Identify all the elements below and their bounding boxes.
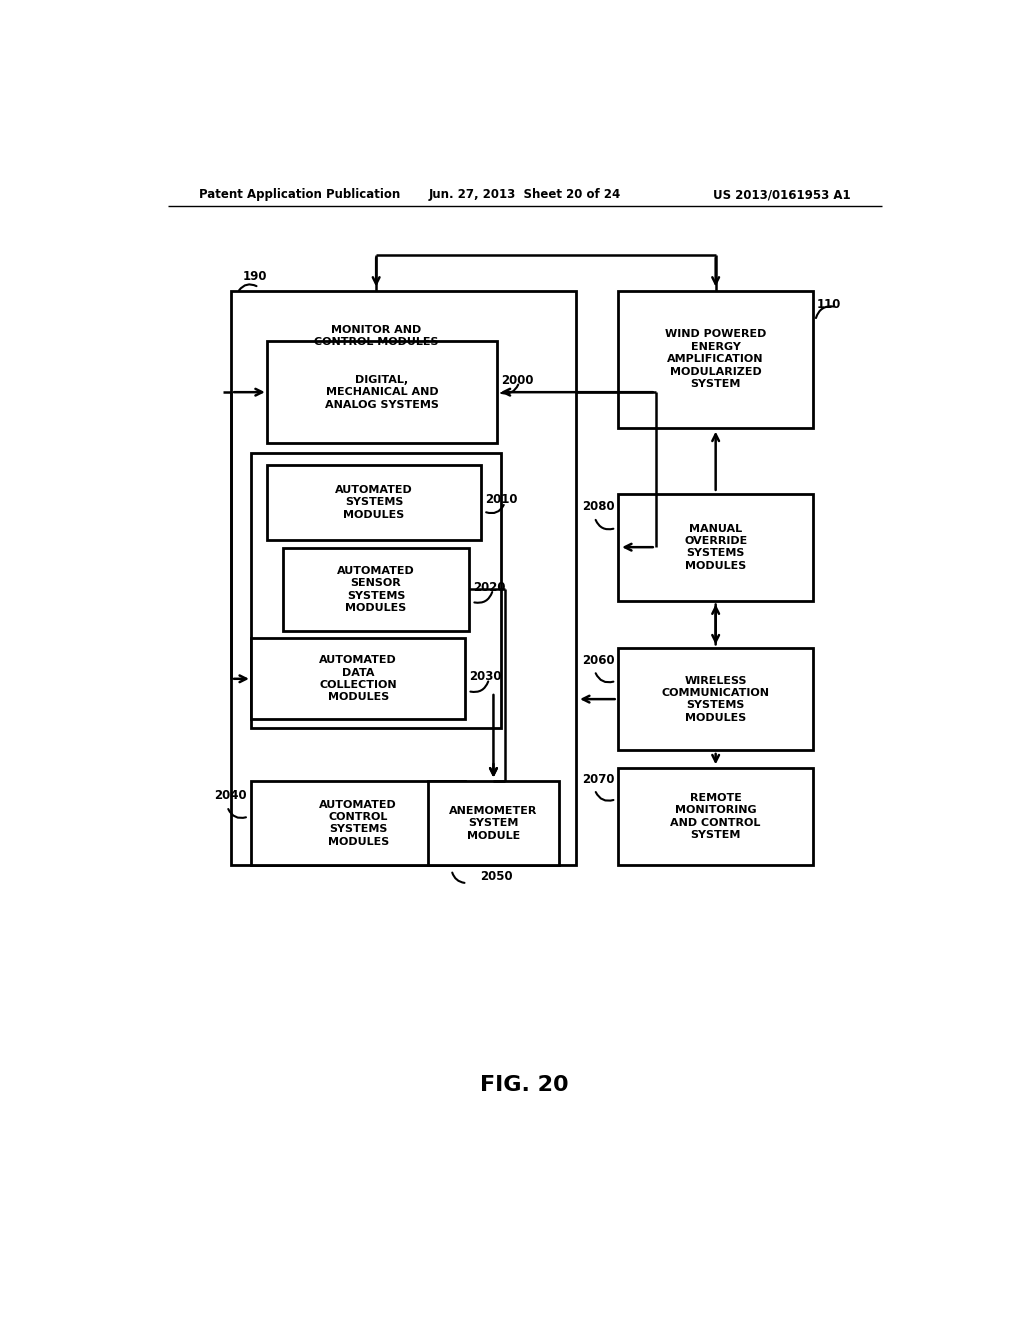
Text: AUTOMATED
SYSTEMS
MODULES: AUTOMATED SYSTEMS MODULES xyxy=(335,484,413,520)
Text: 2080: 2080 xyxy=(582,500,614,513)
Text: WIRELESS
COMMUNICATION
SYSTEMS
MODULES: WIRELESS COMMUNICATION SYSTEMS MODULES xyxy=(662,676,770,723)
Bar xyxy=(267,342,497,444)
Text: DIGITAL,
MECHANICAL AND
ANALOG SYSTEMS: DIGITAL, MECHANICAL AND ANALOG SYSTEMS xyxy=(325,375,439,409)
Text: 2010: 2010 xyxy=(485,494,517,506)
Text: ANEMOMETER
SYSTEM
MODULE: ANEMOMETER SYSTEM MODULE xyxy=(450,805,538,841)
Text: 2030: 2030 xyxy=(469,669,502,682)
Text: 110: 110 xyxy=(817,298,842,312)
Text: 2060: 2060 xyxy=(582,653,614,667)
Text: WIND POWERED
ENERGY
AMPLIFICATION
MODULARIZED
SYSTEM: WIND POWERED ENERGY AMPLIFICATION MODULA… xyxy=(665,329,766,389)
Bar xyxy=(618,648,813,750)
Text: 190: 190 xyxy=(243,271,267,284)
Text: 2000: 2000 xyxy=(501,374,534,387)
Text: 2070: 2070 xyxy=(582,772,614,785)
Text: MONITOR AND
CONTROL MODULES: MONITOR AND CONTROL MODULES xyxy=(314,325,438,347)
Text: 2040: 2040 xyxy=(214,789,247,803)
Bar xyxy=(267,466,481,540)
Bar xyxy=(251,781,465,865)
Bar xyxy=(251,638,465,719)
Text: Patent Application Publication: Patent Application Publication xyxy=(200,189,400,202)
Bar xyxy=(231,290,577,865)
Bar xyxy=(618,494,813,601)
Text: MANUAL
OVERRIDE
SYSTEMS
MODULES: MANUAL OVERRIDE SYSTEMS MODULES xyxy=(684,524,748,570)
Text: REMOTE
MONITORING
AND CONTROL
SYSTEM: REMOTE MONITORING AND CONTROL SYSTEM xyxy=(671,793,761,840)
Text: Jun. 27, 2013  Sheet 20 of 24: Jun. 27, 2013 Sheet 20 of 24 xyxy=(429,189,621,202)
Bar xyxy=(251,453,501,727)
Text: 2020: 2020 xyxy=(473,581,506,594)
Text: US 2013/0161953 A1: US 2013/0161953 A1 xyxy=(713,189,850,202)
Text: AUTOMATED
CONTROL
SYSTEMS
MODULES: AUTOMATED CONTROL SYSTEMS MODULES xyxy=(319,800,397,846)
Bar xyxy=(428,781,559,865)
Bar xyxy=(618,768,813,865)
Text: 2050: 2050 xyxy=(480,870,513,883)
Text: AUTOMATED
DATA
COLLECTION
MODULES: AUTOMATED DATA COLLECTION MODULES xyxy=(319,655,397,702)
Bar xyxy=(618,290,813,428)
Bar xyxy=(283,548,469,631)
Text: AUTOMATED
SENSOR
SYSTEMS
MODULES: AUTOMATED SENSOR SYSTEMS MODULES xyxy=(337,566,415,612)
Text: FIG. 20: FIG. 20 xyxy=(480,1076,569,1096)
